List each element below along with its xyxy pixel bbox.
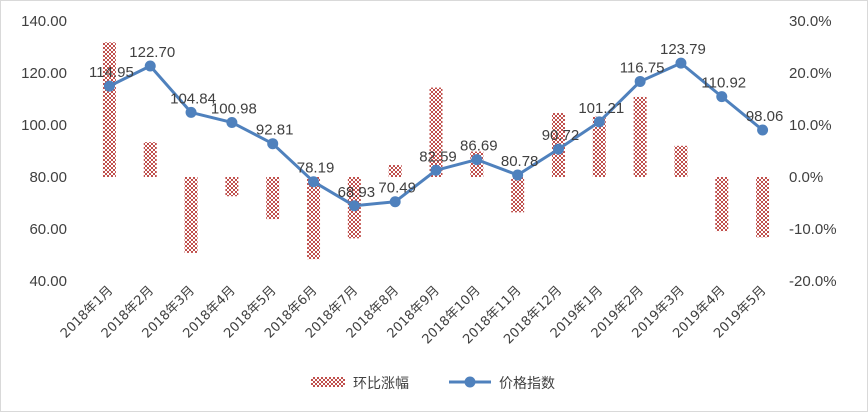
bar-change-rate — [266, 177, 280, 220]
left-axis-tick-label: 80.00 — [29, 169, 67, 186]
price-index-point — [144, 60, 156, 72]
bar-change-rate — [592, 116, 606, 177]
price-index-point — [267, 138, 279, 150]
price-index-point — [430, 164, 442, 176]
price-index-point — [185, 106, 197, 118]
left-axis-tick-label: 120.00 — [21, 65, 67, 82]
price-index-point — [593, 116, 605, 128]
price-index-point — [552, 143, 564, 155]
right-axis-tick-label: 10.0% — [789, 117, 832, 134]
bar-change-rate — [184, 177, 198, 253]
bar-change-rate — [715, 177, 729, 232]
price-index-point — [512, 169, 524, 181]
price-index-point — [675, 57, 687, 69]
left-axis-tick-label: 140.00 — [21, 13, 67, 30]
price-index-point — [103, 80, 115, 92]
left-axis-tick-label: 60.00 — [29, 221, 67, 238]
right-axis-tick-label: 0.0% — [789, 169, 823, 186]
legend: 环比涨幅 价格指数 — [311, 376, 555, 392]
price-index-point — [471, 154, 483, 166]
price-index-data-label: 68.93 — [338, 184, 376, 201]
bar-change-rate — [511, 177, 525, 213]
legend-label-line: 价格指数 — [499, 376, 555, 392]
left-axis-tick-label: 100.00 — [21, 117, 67, 134]
x-axis: 2018年1月2018年2月2018年3月2018年4月2018年5月2018年… — [58, 283, 769, 347]
price-index-data-label: 90.72 — [542, 127, 580, 144]
right-axis: -20.0% -10.0% 0.0% 10.0% 20.0% 30.0% — [789, 13, 837, 290]
price-index-data-label: 82.59 — [419, 148, 457, 165]
price-index-data-label: 122.70 — [129, 44, 175, 61]
bar-change-rate — [388, 165, 402, 177]
legend-swatch-bar — [311, 377, 345, 387]
price-index-point — [634, 75, 646, 87]
bar-change-rate — [143, 142, 157, 177]
price-index-point — [757, 124, 769, 136]
right-axis-tick-label: 30.0% — [789, 13, 832, 30]
bar-change-rate — [674, 145, 688, 177]
price-index-data-label: 86.69 — [460, 138, 498, 155]
price-index-point — [348, 200, 360, 212]
price-index-data-label: 110.92 — [701, 75, 746, 92]
bar-change-rate — [102, 42, 116, 177]
right-axis-tick-label: -10.0% — [789, 221, 837, 238]
price-index-data-label: 100.98 — [211, 100, 257, 117]
right-axis-tick-label: 20.0% — [789, 65, 832, 82]
price-index-data-label: 80.78 — [501, 153, 539, 170]
price-index-data-label: 114.95 — [89, 64, 134, 81]
legend-swatch-marker — [464, 376, 476, 388]
price-index-data-label: 98.06 — [746, 108, 784, 125]
price-index-data-label: 116.75 — [620, 59, 665, 76]
bar-change-rate — [429, 87, 443, 177]
bar-change-rate — [633, 96, 647, 177]
price-index-point — [716, 91, 728, 103]
left-axis: 40.00 60.00 80.00 100.00 120.00 140.00 — [21, 13, 67, 290]
price-index-point — [308, 176, 320, 188]
price-index-data-label: 92.81 — [256, 122, 294, 139]
bar-change-rate — [225, 177, 239, 197]
price-index-data-label: 104.84 — [170, 90, 216, 107]
price-index-point — [389, 196, 401, 208]
price-index-point — [226, 116, 238, 128]
bar-change-rate — [307, 177, 321, 260]
legend-label-bar: 环比涨幅 — [353, 376, 409, 392]
price-index-data-label: 101.21 — [578, 100, 624, 117]
bar-change-rate — [756, 177, 770, 238]
left-axis-tick-label: 40.00 — [29, 273, 67, 290]
price-index-data-label: 70.49 — [378, 180, 416, 197]
right-axis-tick-label: -20.0% — [789, 273, 837, 290]
price-index-data-label: 123.79 — [660, 41, 706, 58]
price-index-data-label: 78.19 — [297, 160, 335, 177]
